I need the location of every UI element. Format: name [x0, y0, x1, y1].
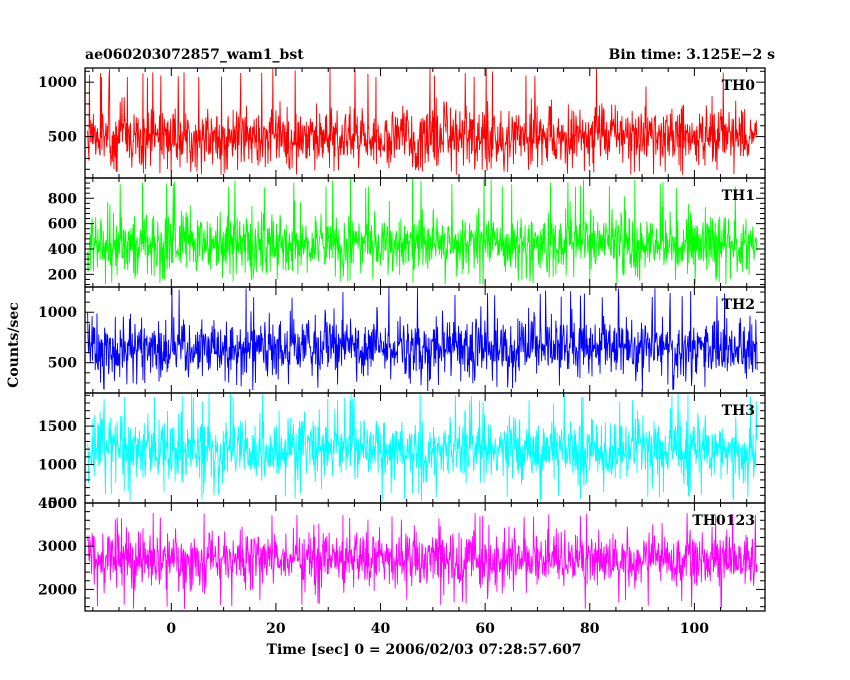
- y-tick-label: 1000: [38, 458, 77, 474]
- x-axis: 0 20 40 60 80 100: [166, 621, 709, 637]
- y-axis-label: Counts/sec: [6, 302, 22, 388]
- x-tick-label: 80: [580, 621, 600, 637]
- y-tick-label: 500: [48, 130, 77, 146]
- x-tick-label: 0: [166, 621, 176, 637]
- panels-group: 500 1000 TH0 200 400 600 800 TH1 500 1000 TH2 500 10…: [38, 67, 766, 612]
- x-tick-label: 20: [266, 621, 286, 637]
- y-tick-label: 500: [48, 356, 77, 372]
- y-tick-label: 200: [48, 267, 77, 283]
- panel-label-th0123: TH0123: [692, 513, 755, 529]
- panel-th0123: 2000 3000 4000 TH0123: [38, 496, 766, 612]
- panel-th3: 500 1000 1500 TH3: [38, 392, 766, 512]
- y-tick-label: 3000: [38, 539, 77, 555]
- y-tick-label: 800: [48, 191, 77, 207]
- series-line-th2: [87, 287, 758, 391]
- x-tick-label: 60: [475, 621, 495, 637]
- y-tick-label: 500: [48, 496, 77, 512]
- series-line-th0: [87, 68, 758, 175]
- y-tick-label: 2000: [38, 582, 77, 598]
- x-tick-label: 40: [371, 621, 391, 637]
- x-axis-label: Time [sec] 0 = 2006/02/03 07:28:57.607: [267, 642, 582, 658]
- y-tick-label: 600: [48, 217, 77, 233]
- series-line-th0123: [87, 512, 758, 609]
- y-tick-label: 4000: [38, 496, 77, 512]
- panel-th2: 500 1000 TH2: [38, 286, 766, 394]
- series-line-th3: [87, 393, 758, 502]
- y-tick-label: 400: [48, 242, 77, 258]
- y-tick-label: 1000: [38, 75, 77, 91]
- y-tick-label: 1000: [38, 305, 77, 321]
- panel-frame: [84, 502, 766, 612]
- y-tick-label: 1500: [38, 419, 77, 435]
- panel-label-th0: TH0: [722, 78, 756, 94]
- bin-time-label: Bin time: 3.125E−2 s: [609, 47, 776, 63]
- panel-label-th1: TH1: [722, 188, 755, 204]
- panel-th0: 500 1000 TH0: [38, 67, 766, 179]
- x-tick-label: 100: [680, 621, 709, 637]
- chart-title: ae060203072857_wam1_bst: [85, 47, 304, 63]
- panel-label-th3: TH3: [722, 403, 755, 419]
- panel-label-th2: TH2: [722, 297, 755, 313]
- panel-th1: 200 400 600 800 TH1: [48, 177, 766, 288]
- series-line-th1: [87, 178, 758, 285]
